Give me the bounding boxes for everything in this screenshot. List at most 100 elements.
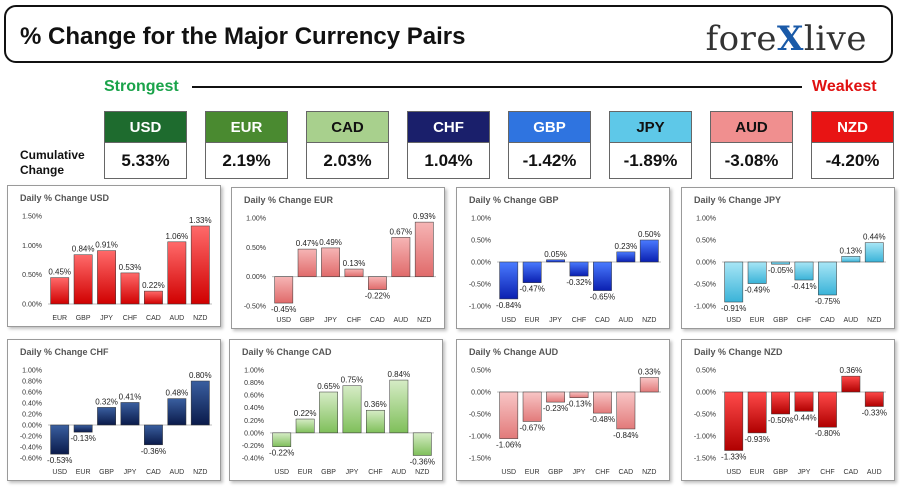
chart-title: Daily % Change GBP <box>469 195 559 205</box>
forexlive-logo[interactable]: foreXlive <box>706 19 867 59</box>
chart-panel-cad: Daily % Change CAD 1.00% 0.80% 0.60% 0.40% 0.… <box>229 339 443 481</box>
currency-box-usd: USD 5.33% <box>104 111 187 179</box>
x-tick-label: AUD <box>618 317 633 324</box>
x-tick-label: NZD <box>642 317 656 324</box>
title-panel: % Change for the Major Currency Pairs fo… <box>4 5 893 63</box>
cumulative-change-value: -1.42% <box>508 143 591 179</box>
chart-panel-usd: Daily % Change USD 1.50% 1.00% 0.50% 0.00% 0.… <box>7 185 221 327</box>
bar-cad <box>593 261 612 291</box>
logo-text-right: live <box>803 19 867 59</box>
x-tick-label: CAD <box>595 317 610 324</box>
data-label: 0.47% <box>296 239 319 248</box>
data-label: 0.13% <box>343 259 366 268</box>
bar-cad <box>144 290 163 305</box>
chart-panel-gbp: Daily % Change GBP 1.00% 0.50% 0.00% -0.50% -… <box>456 187 670 329</box>
bar-jpy <box>546 259 565 263</box>
bar-jpy <box>321 247 340 277</box>
y-tick-label: 0.00% <box>696 390 716 397</box>
y-tick-label: -1.00% <box>694 434 716 441</box>
y-tick-label: -0.50% <box>694 282 716 289</box>
currency-box-nzd: NZD -4.20% <box>811 111 894 179</box>
data-label: -0.05% <box>768 266 793 275</box>
cumulative-label-line-1: Cumulative <box>20 148 85 162</box>
x-tick-label: USD <box>52 469 67 476</box>
currency-box-cad: CAD 2.03% <box>306 111 389 179</box>
data-label: -0.22% <box>269 449 294 458</box>
chart-title: Daily % Change CAD <box>242 347 332 357</box>
x-tick-label: CAD <box>820 317 835 324</box>
x-tick-label: JPY <box>346 469 359 476</box>
currency-box-gbp: GBP -1.42% <box>508 111 591 179</box>
bar-gbp <box>297 248 317 277</box>
x-tick-label: AUD <box>391 469 406 476</box>
bar-chf <box>366 409 385 434</box>
bar-usd <box>724 261 744 303</box>
bar-chart: Daily % Change CHF 1.00% 0.80% 0.60% 0.40% 0.… <box>20 347 212 476</box>
y-tick-label: -1.50% <box>469 456 491 463</box>
bar-usd <box>499 261 519 300</box>
bar-cad <box>818 261 837 296</box>
data-label: -1.06% <box>496 441 521 450</box>
x-tick-label: AUD <box>867 469 882 476</box>
currency-code: CHF <box>407 111 490 143</box>
data-label: 0.80% <box>189 371 212 380</box>
x-tick-label: USD <box>274 469 289 476</box>
bar-chart: Daily % Change JPY 1.00% 0.50% 0.00% -0.50% -… <box>694 195 886 324</box>
x-tick-label: CAD <box>370 317 385 324</box>
bar-chart: Daily % Change CAD 1.00% 0.80% 0.60% 0.40% 0.… <box>242 347 435 476</box>
bar-eur <box>522 391 542 422</box>
bar-usd <box>724 391 744 451</box>
x-tick-label: JPY <box>573 469 586 476</box>
x-tick-label: USD <box>276 317 291 324</box>
y-tick-label: 0.80% <box>22 379 42 386</box>
x-tick-label: JPY <box>549 317 562 324</box>
x-tick-label: AUD <box>169 469 184 476</box>
y-tick-label: 0.50% <box>471 368 491 375</box>
y-tick-label: 0.50% <box>246 245 266 252</box>
bar-cad <box>616 391 636 430</box>
bar-chf <box>818 391 837 428</box>
data-label: 0.49% <box>319 238 342 247</box>
x-tick-label: USD <box>501 469 516 476</box>
y-tick-label: 0.20% <box>244 418 264 425</box>
currency-code: JPY <box>609 111 692 143</box>
data-label: -0.44% <box>791 413 816 422</box>
data-label: 0.44% <box>863 233 886 242</box>
bar-usd <box>274 276 294 304</box>
bar-gbp <box>97 407 116 426</box>
strongest-label: Strongest <box>104 78 179 95</box>
data-label: 1.06% <box>166 232 189 241</box>
y-tick-label: 0.60% <box>244 393 264 400</box>
bar-chf <box>794 261 814 281</box>
y-tick-label: 1.00% <box>471 216 491 223</box>
bar-nzd <box>190 225 210 305</box>
bar-chf <box>569 261 589 277</box>
y-tick-label: -0.50% <box>244 304 266 311</box>
y-tick-label: 0.50% <box>696 368 716 375</box>
x-tick-label: NZD <box>867 317 881 324</box>
y-tick-label: 0.00% <box>22 423 42 430</box>
bar-eur <box>747 261 767 284</box>
bar-eur <box>50 277 70 305</box>
data-label: -0.22% <box>365 292 390 301</box>
x-tick-label: CHF <box>572 317 586 324</box>
x-tick-label: CHF <box>595 469 609 476</box>
currency-code: GBP <box>508 111 591 143</box>
weakest-label: Weakest <box>812 78 877 95</box>
cumulative-change-value: -4.20% <box>811 143 894 179</box>
x-tick-label: CHF <box>797 317 811 324</box>
bar-aud <box>389 379 409 434</box>
x-tick-label: EUR <box>750 469 765 476</box>
currency-code: AUD <box>710 111 793 143</box>
x-tick-label: NZD <box>193 315 207 322</box>
y-tick-label: 0.00% <box>471 260 491 267</box>
logo-text-left: fore <box>705 19 778 59</box>
bar-aud <box>167 398 187 426</box>
x-tick-label: USD <box>726 469 741 476</box>
x-tick-label: JPY <box>324 317 337 324</box>
currency-code: NZD <box>811 111 894 143</box>
data-label: 0.50% <box>638 230 661 239</box>
y-tick-label: -1.00% <box>469 434 491 441</box>
data-label: 0.36% <box>364 400 387 409</box>
